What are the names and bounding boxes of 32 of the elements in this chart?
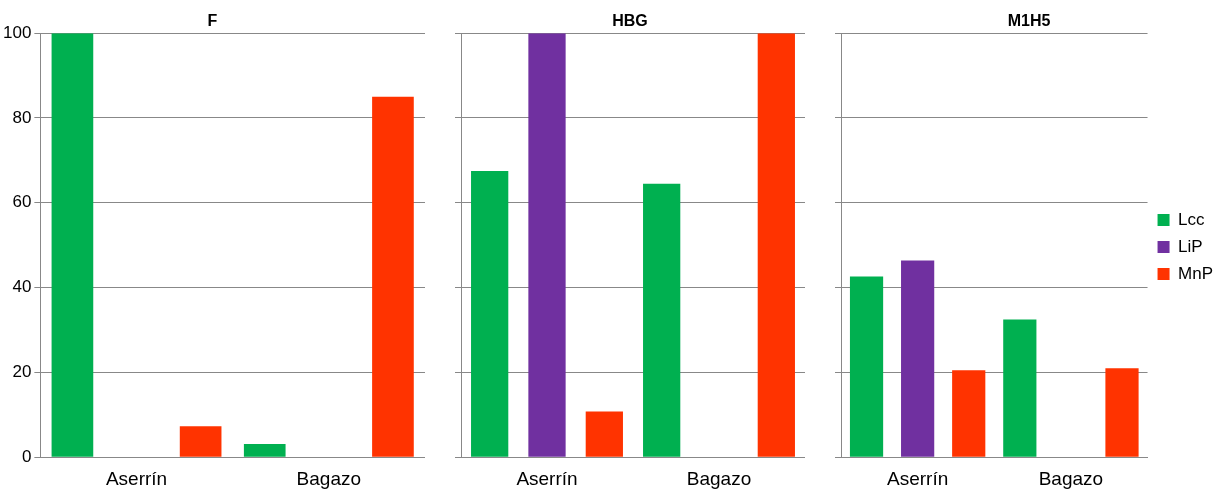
bar [372,96,414,457]
y-tick-label: 20 [12,362,32,382]
y-tick-label: 100 [2,22,32,42]
bar [243,444,286,457]
x-tick-label: Bagazo [296,467,362,489]
legend-label: MnP [1178,263,1214,283]
bar [952,370,986,457]
chart-title: F [207,12,218,30]
bar [1003,319,1037,457]
bar [528,33,566,457]
legend-label: LiP [1178,236,1203,256]
bar [585,411,623,457]
x-tick-label: Aserrín [887,467,949,489]
legend-label: Lcc [1178,209,1205,229]
bar [179,426,222,457]
bar [849,276,884,457]
bar [1105,368,1139,457]
chart-title: HBG [612,12,648,30]
bar [901,260,935,457]
x-tick-label: Bagazo [1038,467,1104,489]
x-tick-label: Bagazo [686,467,752,489]
bar [643,183,681,457]
y-tick-label: 0 [21,446,32,466]
y-tick-label: 40 [12,277,32,297]
bar [471,171,509,457]
chart-title: M1H5 [1007,12,1051,30]
bar [757,33,795,457]
bar [51,33,94,457]
y-tick-label: 80 [12,107,32,127]
x-tick-label: Aserrín [516,467,578,489]
y-tick-label: 60 [12,192,32,212]
x-tick-label: Aserrín [105,467,168,489]
